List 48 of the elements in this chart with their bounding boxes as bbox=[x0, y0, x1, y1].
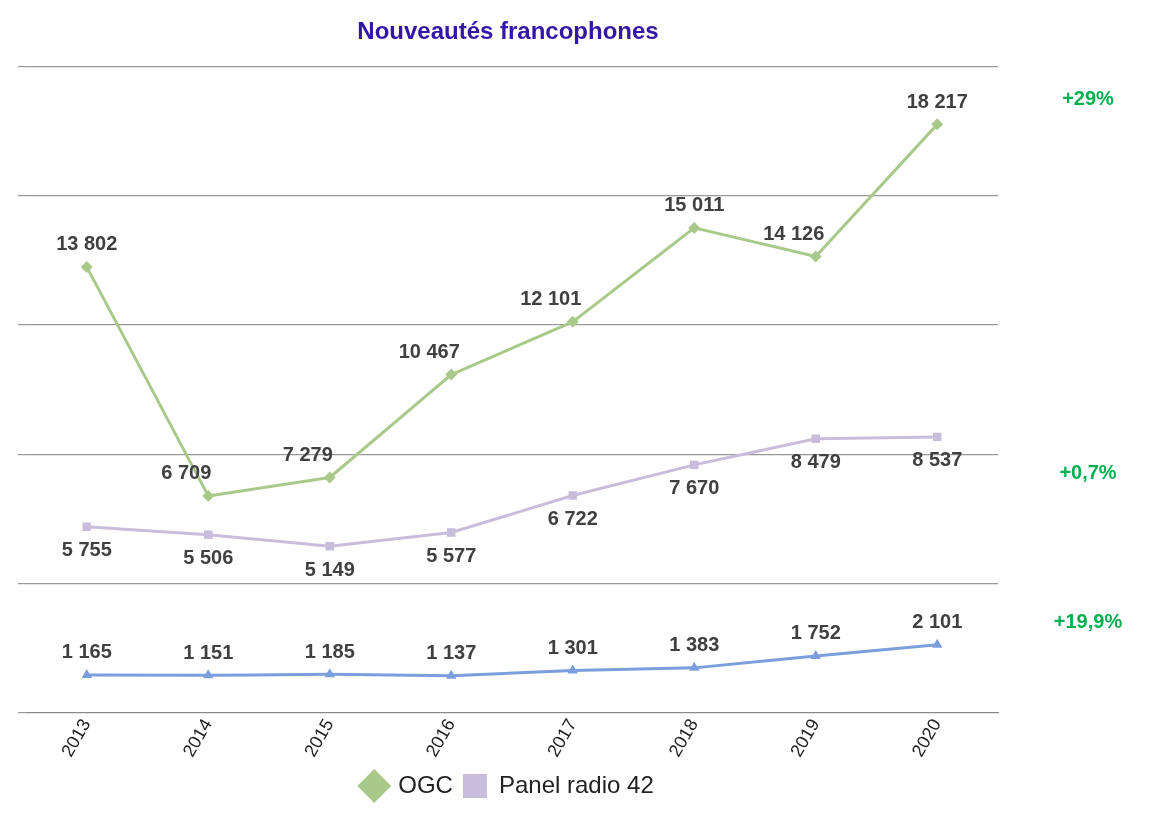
data-label: 1 137 bbox=[426, 641, 477, 664]
point bbox=[688, 221, 701, 234]
point bbox=[323, 471, 336, 484]
data-label: 6 722 bbox=[547, 507, 598, 530]
point bbox=[325, 542, 334, 551]
point bbox=[445, 368, 458, 381]
point bbox=[81, 668, 92, 678]
point bbox=[689, 661, 700, 671]
point bbox=[80, 260, 93, 273]
point bbox=[568, 491, 577, 500]
legend-label: Panel radio 42 bbox=[498, 770, 654, 798]
point bbox=[810, 649, 821, 659]
data-label: 14 126 bbox=[763, 221, 825, 244]
data-label: 5 506 bbox=[183, 546, 234, 569]
data-label: 5 577 bbox=[426, 543, 477, 566]
data-label: 15 011 bbox=[664, 193, 725, 216]
data-label: 8 537 bbox=[912, 448, 963, 471]
legend-label: OGC bbox=[398, 770, 453, 798]
data-label: 18 217 bbox=[906, 89, 968, 112]
text: +29% bbox=[1062, 86, 1115, 109]
data-label: 12 101 bbox=[520, 287, 582, 310]
data-label: 7 670 bbox=[669, 476, 720, 499]
point bbox=[446, 669, 457, 679]
text: +19,9% bbox=[1053, 609, 1123, 632]
point bbox=[809, 250, 822, 263]
data-label: 7 279 bbox=[282, 443, 333, 466]
point bbox=[324, 668, 335, 678]
data-label: 13 802 bbox=[56, 232, 118, 255]
data-label: 1 301 bbox=[547, 636, 598, 659]
point bbox=[566, 315, 579, 328]
point bbox=[202, 489, 215, 502]
data-label: 1 151 bbox=[183, 640, 234, 663]
point bbox=[82, 522, 91, 531]
data-label: 8 479 bbox=[790, 450, 841, 473]
chart-title: Nouveautés francophones bbox=[357, 17, 659, 45]
text: +0,7% bbox=[1059, 461, 1117, 484]
data-label: 10 467 bbox=[398, 340, 460, 363]
point bbox=[931, 118, 944, 131]
data-label: 2 101 bbox=[912, 610, 963, 633]
data-label: 1 165 bbox=[61, 640, 112, 663]
data-label: 1 383 bbox=[669, 633, 720, 656]
data-label: 1 752 bbox=[790, 621, 841, 644]
point bbox=[567, 664, 578, 674]
data-label: 5 149 bbox=[304, 557, 355, 580]
data-label: 1 185 bbox=[304, 639, 355, 662]
data-label: 5 755 bbox=[61, 538, 112, 561]
point bbox=[932, 638, 943, 648]
point bbox=[447, 528, 456, 537]
